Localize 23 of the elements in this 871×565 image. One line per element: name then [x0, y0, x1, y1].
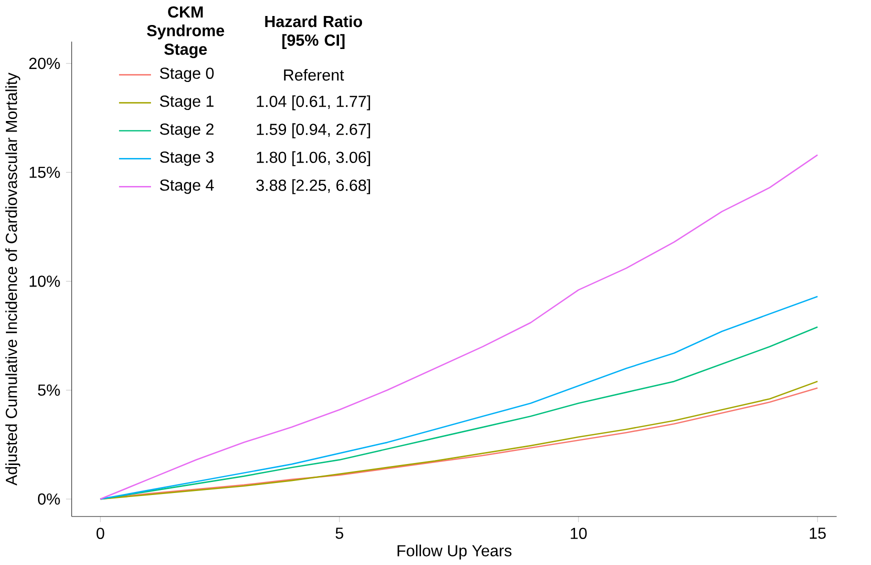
x-tick-label: 0: [96, 528, 104, 540]
y-tick-label: 5%: [38, 384, 60, 396]
legend-label: Stage 2: [160, 124, 214, 138]
annotation: Referent: [284, 69, 344, 81]
x-axis-title: Follow Up Years: [398, 544, 512, 560]
x-tick-label: 10: [570, 528, 587, 540]
legend-title: CKM Syndrome Stage: [147, 6, 224, 58]
y-tick-label: 20%: [29, 58, 60, 70]
annotation: 1.59 [0.94, 2.67]: [256, 123, 370, 138]
y-tick-label: 10%: [30, 276, 60, 287]
legend-label: Stage 3: [160, 152, 214, 166]
annotation: 1.80 [1.06, 3.06]: [256, 151, 370, 166]
x-tick-label: 15: [810, 528, 826, 539]
y-axis-title: Adjusted Cumulative Incidence of Cardiovascular Mortality: [5, 72, 20, 486]
legend-label: Stage 1: [160, 96, 214, 110]
annotation: 3.88 [2.25, 6.68]: [256, 179, 370, 194]
y-tick-label: 0%: [38, 493, 60, 505]
legend-label: Stage 0: [160, 68, 214, 82]
x-tick-label: 5: [336, 528, 344, 539]
annotation: 1.04 [0.61, 1.77]: [256, 95, 370, 110]
annotation: Hazard Ratio [95% CI]: [265, 16, 362, 50]
y-tick-label: 15%: [30, 166, 60, 178]
legend-label: Stage 4: [160, 180, 214, 194]
